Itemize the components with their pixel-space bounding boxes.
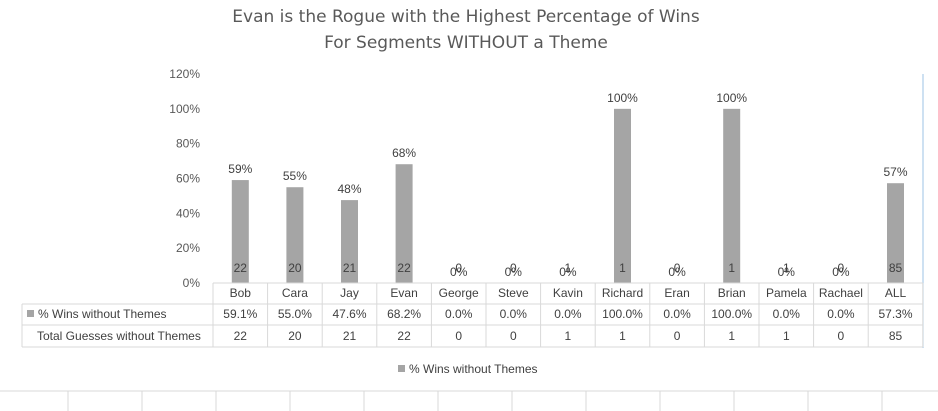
table-cell: 0 [510,329,517,343]
bar-value-label: 0% [832,265,850,279]
bar-count-label: 1 [728,261,735,275]
x-tick-label: Richard [602,286,643,300]
table-cell: 21 [343,329,357,343]
x-tick-label: Kavin [553,286,583,300]
table-row-label: Total Guesses without Themes [37,329,201,343]
bar-count-label: 0 [455,261,462,275]
x-tick-label: Brian [718,286,746,300]
bar-value-label: 0% [559,265,577,279]
table-cell: 1 [728,329,735,343]
x-tick-label: George [439,286,479,300]
table-cell: 0 [674,329,681,343]
table-cell: 0.0% [827,307,855,321]
bar-value-label: 48% [337,182,361,196]
table-cell: 0.0% [445,307,473,321]
table-cell: 0 [455,329,462,343]
legend-swatch [398,365,405,372]
bar-value-label: 68% [392,146,416,160]
table-cell: 59.1% [223,307,257,321]
table-cell: 0.0% [554,307,582,321]
table-cell: 1 [783,329,790,343]
table-cell: 100.0% [711,307,752,321]
x-tick-label: Evan [390,286,417,300]
table-cell: 100.0% [602,307,643,321]
bar-value-label: 0% [505,265,523,279]
table-cell: 0.0% [773,307,801,321]
y-tick-label: 60% [176,172,200,186]
bar-count-label: 21 [343,261,357,275]
y-tick-label: 120% [169,67,200,81]
table-cell: 0.0% [500,307,528,321]
x-tick-label: Pamela [766,286,807,300]
x-tick-label: Eran [664,286,689,300]
bar-count-label: 85 [889,261,903,275]
x-tick-label: ALL [885,286,907,300]
legend: % Wins without Themes [398,362,538,376]
bar-value-label: 0% [450,265,468,279]
chart-title: Evan is the Rogue with the Highest Perce… [232,7,700,27]
table-cell: 1 [619,329,626,343]
table-cell: 0.0% [663,307,691,321]
bar-count-label: 22 [234,261,248,275]
legend-label: % Wins without Themes [409,362,538,376]
bar-value-label: 57% [883,165,907,179]
bar [286,187,304,283]
bar-value-label: 0% [778,265,796,279]
x-tick-label: Cara [282,286,308,300]
bar-count-label: 0 [838,261,845,275]
bar-value-label: 59% [228,162,252,176]
y-axis: 0% 20% 40% 60% 80% 100% 120% [169,67,200,290]
bar-count-label: 1 [565,261,572,275]
table-cell: 55.0% [278,307,312,321]
y-tick-label: 20% [176,241,200,255]
table-legend-swatch [27,310,34,317]
bar-count-label: 1 [619,261,626,275]
bar [614,108,631,283]
table-cell: 68.2% [387,307,421,321]
x-tick-label: Rachael [819,286,863,300]
bar [887,183,904,283]
table-cell: 22 [234,329,248,343]
y-tick-label: 100% [169,102,200,116]
table-cell: 85 [889,329,903,343]
table-cell: 0 [838,329,845,343]
bar-value-label: 0% [668,265,686,279]
x-tick-label: Jay [340,286,359,300]
y-tick-label: 80% [176,137,200,151]
spreadsheet-gridlines [0,390,938,411]
table-cell: 47.6% [332,307,366,321]
bar-count-label: 0 [510,261,517,275]
bar-count-label: 22 [397,261,411,275]
bar [231,180,249,283]
data-table: Bob 59.1% 22 Cara 55.0% 20 Jay 47.6% 21 Evan 68.2%… [21,282,924,348]
bar-count-label: 0 [674,261,681,275]
chart-subtitle: For Segments WITHOUT a Theme [324,33,608,53]
bar-count-label: 1 [783,261,790,275]
x-tick-label: Steve [498,286,529,300]
bar [723,108,741,283]
x-tick-label: Bob [230,286,252,300]
bar-count-label: 20 [288,261,302,275]
bar-value-label: 55% [283,169,307,183]
bar-value-label: 100% [716,91,747,105]
table-row-label: % Wins without Themes [38,307,167,321]
bar-value-label: 100% [607,91,638,105]
y-tick-label: 0% [183,276,201,290]
bar [341,200,358,283]
y-tick-label: 40% [176,206,200,220]
bar [395,164,413,283]
table-cell: 57.3% [878,307,912,321]
table-cell: 1 [565,329,572,343]
table-cell: 22 [397,329,411,343]
table-cell: 20 [288,329,302,343]
